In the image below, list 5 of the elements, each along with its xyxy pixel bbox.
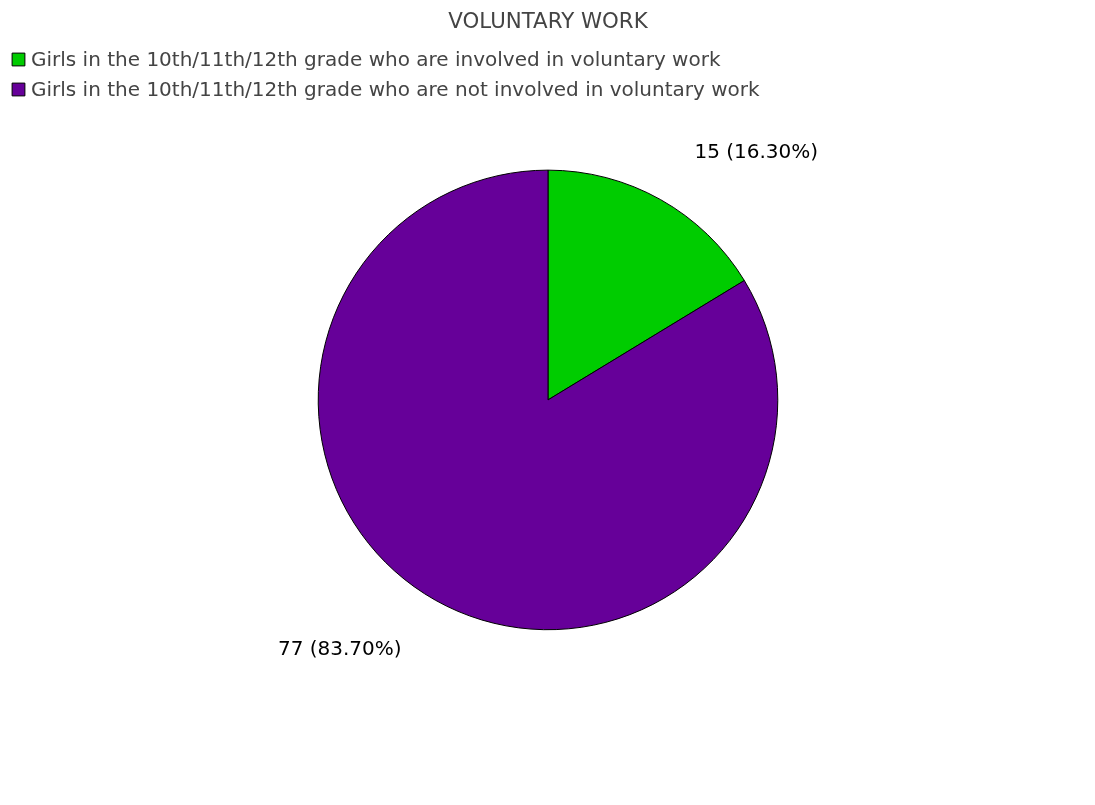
data-label: 77 (83.70%)	[277, 636, 402, 661]
chart-title: VOLUNTARY WORK	[448, 7, 649, 33]
data-label: 15 (16.30%)	[694, 139, 819, 164]
legend-label: Girls in the 10th/11th/12th grade who are involved in voluntary work	[31, 47, 721, 71]
legend-label: Girls in the 10th/11th/12th grade who are not involved in voluntary work	[31, 77, 760, 101]
